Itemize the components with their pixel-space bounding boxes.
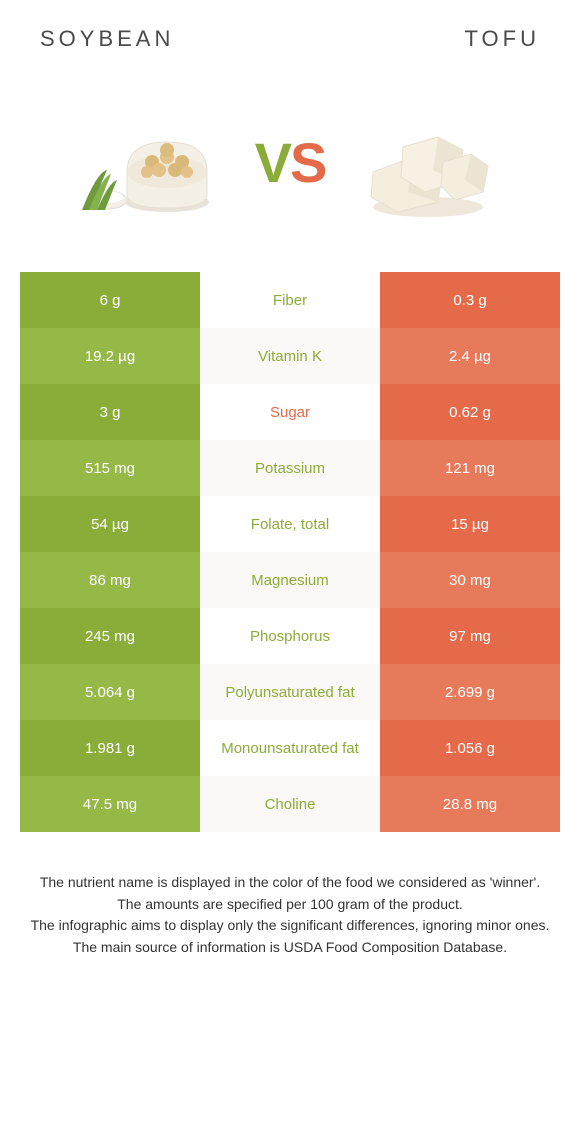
table-row: 86 mgMagnesium30 mg <box>20 552 560 608</box>
footer-line: The amounts are specified per 100 gram o… <box>10 894 570 916</box>
left-value: 19.2 µg <box>20 328 200 384</box>
table-row: 6 gFiber0.3 g <box>20 272 560 328</box>
right-value: 2.4 µg <box>380 328 560 384</box>
table-row: 3 gSugar0.62 g <box>20 384 560 440</box>
left-value: 6 g <box>20 272 200 328</box>
left-value: 1.981 g <box>20 720 200 776</box>
right-value: 1.056 g <box>380 720 560 776</box>
left-value: 86 mg <box>20 552 200 608</box>
left-value: 515 mg <box>20 440 200 496</box>
hero: VS <box>0 62 580 272</box>
table-row: 1.981 gMonounsaturated fat1.056 g <box>20 720 560 776</box>
right-value: 28.8 mg <box>380 776 560 832</box>
header: SOYBEAN TOFU <box>0 0 580 62</box>
nutrient-label: Vitamin K <box>200 328 380 384</box>
left-value: 3 g <box>20 384 200 440</box>
table-row: 19.2 µgVitamin K2.4 µg <box>20 328 560 384</box>
title-left: SOYBEAN <box>40 26 174 52</box>
footer-line: The main source of information is USDA F… <box>10 937 570 959</box>
soybean-illustration <box>77 102 237 222</box>
nutrient-label: Magnesium <box>200 552 380 608</box>
right-value: 0.62 g <box>380 384 560 440</box>
nutrient-label: Polyunsaturated fat <box>200 664 380 720</box>
right-value: 121 mg <box>380 440 560 496</box>
footer-line: The nutrient name is displayed in the co… <box>10 872 570 894</box>
footer-line: The infographic aims to display only the… <box>10 915 570 937</box>
nutrient-label: Phosphorus <box>200 608 380 664</box>
left-value: 54 µg <box>20 496 200 552</box>
nutrient-label: Fiber <box>200 272 380 328</box>
footer-notes: The nutrient name is displayed in the co… <box>0 832 580 959</box>
right-value: 97 mg <box>380 608 560 664</box>
title-right: TOFU <box>465 26 540 52</box>
table-row: 515 mgPotassium121 mg <box>20 440 560 496</box>
right-value: 0.3 g <box>380 272 560 328</box>
left-value: 47.5 mg <box>20 776 200 832</box>
nutrient-label: Monounsaturated fat <box>200 720 380 776</box>
tofu-illustration <box>343 102 503 222</box>
right-value: 15 µg <box>380 496 560 552</box>
vs-s: S <box>290 131 325 194</box>
table-row: 47.5 mgCholine28.8 mg <box>20 776 560 832</box>
nutrient-label: Choline <box>200 776 380 832</box>
right-value: 2.699 g <box>380 664 560 720</box>
nutrient-label: Folate, total <box>200 496 380 552</box>
table-row: 5.064 gPolyunsaturated fat2.699 g <box>20 664 560 720</box>
nutrient-label: Potassium <box>200 440 380 496</box>
table-row: 245 mgPhosphorus97 mg <box>20 608 560 664</box>
vs-v: V <box>255 131 290 194</box>
left-value: 5.064 g <box>20 664 200 720</box>
vs-label: VS <box>255 130 326 195</box>
table-row: 54 µgFolate, total15 µg <box>20 496 560 552</box>
left-value: 245 mg <box>20 608 200 664</box>
nutrient-table: 6 gFiber0.3 g19.2 µgVitamin K2.4 µg3 gSu… <box>20 272 560 832</box>
nutrient-label: Sugar <box>200 384 380 440</box>
right-value: 30 mg <box>380 552 560 608</box>
